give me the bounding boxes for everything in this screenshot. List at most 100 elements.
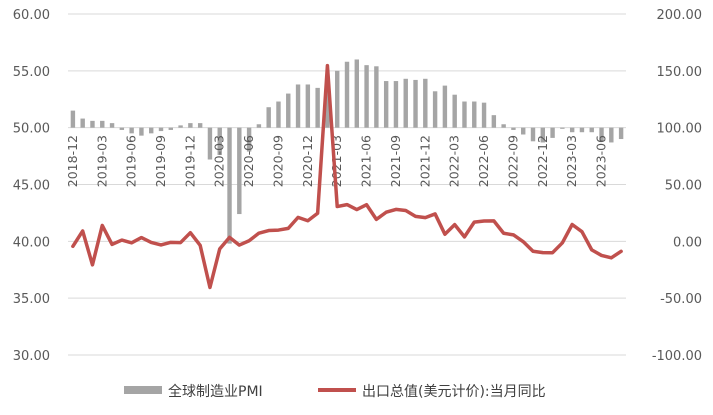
x-axis-tick-label: 2022-09	[505, 135, 520, 187]
left-axis-tick-label: 45.00	[13, 179, 50, 194]
export-yoy-line	[71, 63, 623, 290]
x-axis-tick-label: 2021-12	[417, 135, 432, 187]
pmi-bar	[413, 79, 418, 128]
pmi-bar	[246, 127, 252, 152]
right-axis-tick-label: -50.00	[660, 292, 702, 307]
pmi-bar	[276, 101, 281, 128]
pmi-bar	[305, 84, 311, 128]
pmi-bar	[354, 59, 359, 128]
x-axis-tick-label: 2020-09	[270, 135, 285, 187]
right-axis-ticks: -100.00 -50.00 0.00 50.00 100.00 150.00 200.00	[652, 8, 702, 364]
x-axis-tick-label: 2019-03	[94, 135, 109, 187]
pmi-bar	[139, 127, 144, 136]
pmi-bar	[237, 127, 242, 215]
x-axis-tick-label: 2022-06	[476, 135, 491, 187]
x-axis-tick-label: 2023-03	[564, 135, 579, 187]
pmi-bars	[70, 59, 624, 244]
pmi-bar	[315, 87, 320, 128]
x-axis-tick-label: 2019-12	[182, 135, 197, 187]
pmi-bar	[70, 110, 76, 128]
left-axis-tick-label: 40.00	[13, 235, 50, 250]
pmi-bar	[119, 127, 125, 130]
pmi-bar	[227, 127, 232, 244]
pmi-bar	[217, 127, 222, 155]
pmi-bar	[472, 101, 477, 128]
pmi-bar	[540, 127, 545, 143]
pmi-bar	[452, 94, 457, 128]
left-axis-tick-label: 30.00	[13, 349, 50, 364]
pmi-bar	[178, 125, 183, 128]
pmi-bar	[432, 91, 438, 128]
pmi-bar	[491, 115, 497, 128]
x-axis-tick-label: 2020-12	[300, 135, 315, 187]
left-axis-ticks: 30.00 35.00 40.00 45.00 50.00 55.00 60.00	[13, 8, 50, 364]
x-axis-tick-label: 2019-06	[124, 135, 139, 187]
pmi-bar	[197, 123, 203, 128]
pmi-bar	[256, 124, 262, 128]
right-axis-tick-label: -100.00	[652, 349, 702, 364]
x-axis-tick-label: 2022-12	[535, 135, 550, 187]
pmi-bar	[149, 127, 154, 134]
x-axis-tick-label: 2018-12	[65, 135, 80, 187]
pmi-bar	[560, 127, 565, 129]
pmi-bar	[609, 127, 614, 143]
right-axis-tick-label: 100.00	[657, 122, 703, 137]
pmi-bar	[481, 102, 487, 128]
export-yoy-line-layer	[71, 63, 623, 290]
pmi-bar	[168, 127, 173, 130]
right-axis-tick-label: 150.00	[657, 65, 703, 80]
pmi-bar	[530, 127, 536, 142]
pmi-bar	[403, 78, 408, 128]
pmi-bar	[295, 84, 301, 128]
pmi-bar	[521, 127, 526, 135]
pmi-bar	[579, 127, 585, 133]
x-axis-tick-label: 2022-03	[447, 135, 462, 187]
pmi-bar	[207, 127, 213, 160]
pmi-bar	[80, 118, 85, 128]
right-axis-tick-label: 0.00	[673, 235, 702, 250]
pmi-bar	[188, 123, 193, 128]
x-axis-tick-label: 2021-09	[388, 135, 403, 187]
pmi-bar	[550, 127, 555, 138]
pmi-bar	[335, 70, 340, 128]
x-axis-tick-label: 2019-09	[153, 135, 168, 187]
pmi-bar	[393, 81, 399, 128]
pmi-bar	[109, 123, 115, 128]
pmi-bar	[325, 83, 330, 128]
pmi-bar	[618, 127, 624, 140]
pmi-bar	[383, 81, 389, 128]
pmi-bar	[344, 61, 350, 128]
x-axis-tick-label: 2020-03	[212, 135, 227, 187]
pmi-bar	[462, 101, 467, 128]
pmi-bar	[286, 93, 291, 128]
legend: 全球制造业PMI 出口总值(美元计价):当月同比	[124, 383, 546, 400]
pmi-bar	[364, 65, 369, 128]
pmi-bar	[100, 120, 105, 128]
left-axis-tick-label: 55.00	[13, 65, 50, 80]
legend-label-export: 出口总值(美元计价):当月同比	[362, 384, 546, 400]
x-axis-tick-label: 2023-06	[594, 135, 609, 187]
pmi-bar	[501, 124, 506, 128]
pmi-bar	[589, 127, 594, 133]
x-axis-tick-label: 2020-06	[241, 135, 256, 187]
pmi-bar	[374, 66, 379, 128]
pmi-bar	[442, 85, 448, 128]
legend-swatch-pmi	[124, 386, 162, 394]
x-axis-tick-label: 2021-06	[359, 135, 374, 187]
pmi-bar	[90, 120, 95, 128]
pmi-bar	[423, 78, 428, 128]
pmi-bar	[569, 127, 575, 133]
pmi-bar	[599, 127, 604, 142]
pmi-bar	[266, 107, 271, 128]
legend-label-pmi: 全球制造业PMI	[168, 383, 263, 400]
left-axis-tick-label: 60.00	[13, 8, 50, 23]
right-axis-tick-label: 200.00	[657, 8, 703, 23]
pmi-bar	[158, 127, 164, 132]
pmi-bar	[511, 127, 516, 130]
right-axis-tick-label: 50.00	[665, 179, 702, 194]
left-axis-tick-label: 50.00	[13, 122, 50, 137]
x-axis-ticks: 2018-12 2019-03 2019-06 2019-09 2019-12 2020-…	[65, 135, 609, 187]
pmi-bar	[129, 127, 134, 134]
left-axis-tick-label: 35.00	[13, 292, 50, 307]
